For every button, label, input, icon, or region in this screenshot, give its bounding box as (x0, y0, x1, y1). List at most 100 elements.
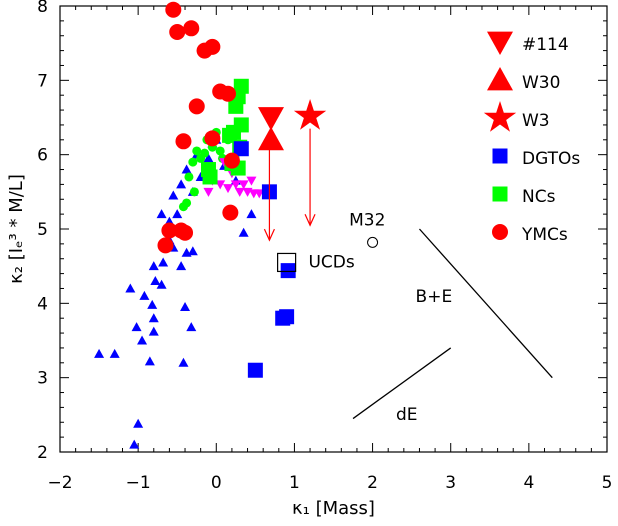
data-point (176, 179, 187, 189)
legend-marker (492, 186, 508, 202)
m32-marker (367, 236, 379, 248)
data-point (187, 246, 198, 256)
data-point (246, 176, 257, 186)
data-point (175, 133, 192, 150)
data-point (279, 309, 295, 325)
data-points (94, 1, 379, 449)
annotations: M32 UCDs B+E dE (308, 210, 452, 425)
legend-marker (492, 148, 508, 164)
data-point (223, 152, 240, 169)
y-tick-label: 7 (37, 71, 48, 91)
y-tick-label: 2 (37, 443, 48, 463)
x-tick-label: 1 (289, 473, 300, 493)
y-tick-label: 3 (37, 369, 48, 389)
x-axis-label: κ₁ [Mass] (292, 498, 375, 519)
y-tick-label: 5 (37, 220, 48, 240)
data-point (257, 107, 284, 131)
data-point (157, 237, 174, 254)
legend-marker (487, 31, 513, 55)
data-point (203, 187, 214, 197)
legend-label: YMCs (521, 225, 568, 245)
arrows (263, 128, 316, 242)
data-point (202, 169, 218, 185)
data-point (158, 257, 169, 267)
data-point (178, 202, 188, 212)
legend-label: NCs (522, 187, 556, 207)
data-point (156, 209, 167, 219)
data-point (186, 322, 197, 332)
data-point (169, 24, 186, 41)
y-tick-label: 8 (37, 0, 48, 17)
data-point (156, 279, 167, 289)
data-point (184, 172, 194, 182)
data-point (223, 184, 234, 194)
data-point (172, 209, 183, 219)
data-point (188, 98, 205, 115)
data-point (183, 20, 200, 37)
data-point (246, 209, 257, 219)
data-point (161, 222, 178, 239)
data-point (230, 180, 241, 190)
data-point (220, 85, 237, 102)
data-point (180, 302, 191, 312)
data-point (247, 362, 263, 378)
data-point (280, 263, 296, 279)
data-point (139, 290, 150, 300)
data-point (222, 204, 239, 221)
data-point (129, 439, 140, 449)
data-point (204, 130, 221, 147)
data-point (148, 326, 159, 336)
data-point (233, 141, 249, 157)
data-point (176, 261, 187, 271)
y-tick-label: 6 (37, 146, 48, 166)
data-point (131, 322, 142, 332)
legend-label: DGTOs (522, 149, 580, 169)
data-point (238, 227, 249, 237)
legend-label: W3 (522, 111, 550, 131)
data-point (254, 189, 265, 199)
legend-marker (492, 224, 508, 240)
data-point (215, 180, 226, 190)
x-tick-label: −1 (126, 473, 151, 493)
data-point (188, 157, 198, 167)
y-tick-label: 4 (37, 294, 48, 314)
data-point (133, 418, 144, 428)
legend-label: #114 (522, 35, 569, 55)
data-point (148, 313, 159, 323)
data-point (178, 357, 189, 367)
x-tick-label: −2 (47, 473, 72, 493)
data-point (228, 98, 244, 114)
reference-line (418, 228, 553, 379)
data-point (125, 283, 136, 293)
annotation-label: B+E (416, 287, 453, 307)
data-point (222, 127, 238, 143)
annotation-label: UCDs (308, 253, 354, 273)
x-tick-label: 0 (211, 473, 222, 493)
data-point (189, 187, 199, 197)
data-point (181, 164, 192, 174)
x-tick-label: 5 (602, 473, 613, 493)
legend-marker (487, 67, 513, 91)
arrow-head (263, 228, 275, 242)
annotation-label: dE (396, 405, 418, 425)
data-point (215, 146, 225, 156)
data-point (192, 146, 202, 156)
data-point (94, 348, 105, 358)
data-point (150, 276, 161, 286)
legend-label: W30 (522, 73, 560, 93)
x-tick-label: 4 (523, 473, 534, 493)
data-point (257, 126, 284, 151)
ucd-marker (277, 252, 297, 273)
legend: #114 W30 W3 DGTOs NCs YMCs (483, 31, 580, 245)
arrow-head (304, 214, 316, 227)
y-axis-label: κ₂ [Iₑ³ * M/L] (6, 174, 27, 284)
data-point (203, 153, 214, 163)
axes: −2 −1 0 1 2 3 4 5 2 3 4 5 6 7 8 κ₁ [Mass] κ₂ [Iₑ³ * M/L] (6, 0, 612, 519)
data-point (147, 299, 158, 309)
data-point (109, 348, 120, 358)
annotation-label: M32 (349, 210, 385, 230)
data-point (196, 153, 206, 163)
x-tick-label: 2 (367, 473, 378, 493)
